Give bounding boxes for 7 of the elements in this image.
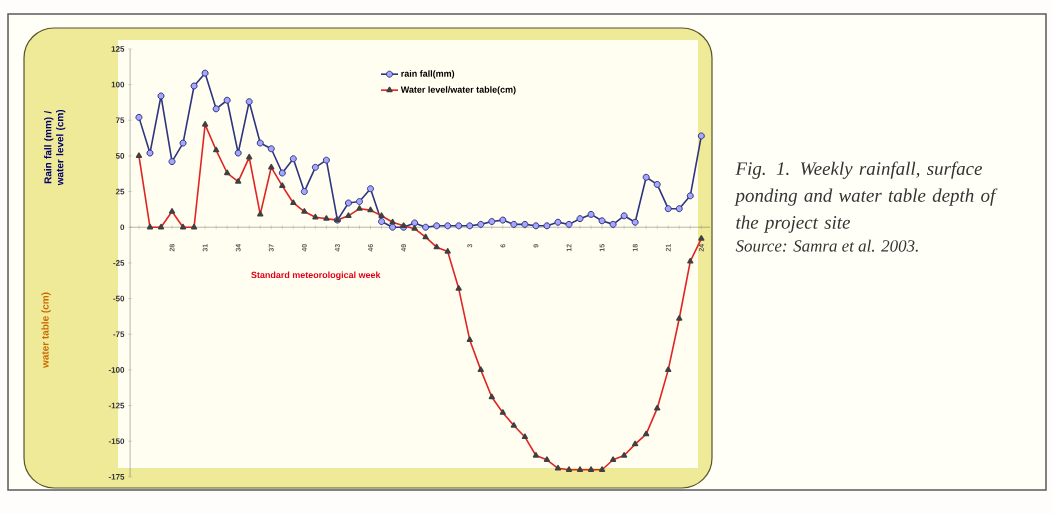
caption: Fig. 1. Weekly rainfall, surface ponding and water table depth of the project site xyxy=(734,161,998,233)
text: water table (cm) xyxy=(41,292,51,368)
x-axis-title: Standard meteorological week xyxy=(251,271,381,280)
legend-label: Water level/water table(cm) xyxy=(400,86,516,95)
legend-label: rain fall(mm) xyxy=(401,70,455,79)
y-axis-title: Rain fall (mm) / water level (cm) xyxy=(44,109,66,186)
source-note: Source: Samra et al. 2003. xyxy=(735,239,918,252)
